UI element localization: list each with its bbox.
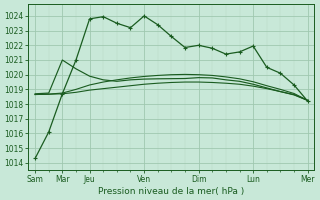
X-axis label: Pression niveau de la mer( hPa ): Pression niveau de la mer( hPa ) xyxy=(98,187,244,196)
